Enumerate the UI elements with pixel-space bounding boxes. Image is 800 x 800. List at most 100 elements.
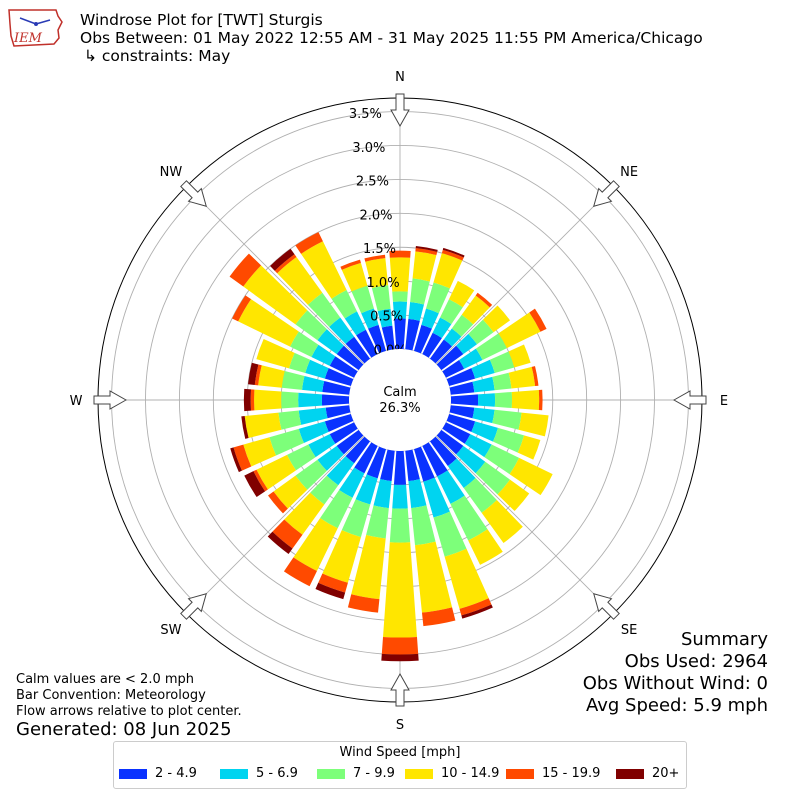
bar-segment-280-1	[302, 376, 325, 392]
bar-segment-20-3	[433, 253, 463, 289]
bar-segment-250-4	[233, 444, 252, 471]
bar-segment-260-1	[298, 407, 328, 425]
bar-segment-210-4	[283, 557, 317, 587]
radial-tick-label: 0.5%	[370, 310, 403, 325]
bar-segment-350-0	[381, 325, 395, 351]
bar-segment-250-0	[324, 413, 354, 432]
logo-text: IEM	[13, 31, 43, 46]
bar-segment-320-5	[270, 248, 295, 271]
bar-segment-60-0	[442, 359, 465, 378]
bar-segment-220-2	[310, 475, 339, 505]
bar-segment-30-1	[432, 317, 452, 339]
bar-segment-290-1	[305, 359, 329, 379]
legend-swatch	[119, 768, 147, 779]
bar-segment-340-2	[351, 285, 374, 314]
bar-segment-10-1	[408, 302, 424, 321]
bar-segment-300-4	[232, 295, 252, 322]
bar-segment-320-2	[307, 292, 341, 327]
legend-swatch	[317, 768, 345, 779]
bar-segment-70-3	[508, 344, 531, 368]
bar-segment-270-3	[254, 389, 282, 411]
bar-segment-320-1	[329, 317, 355, 344]
bar-segment-300-0	[329, 356, 358, 378]
bar-segment-190-0	[380, 449, 395, 482]
bar-segment-10-0	[405, 318, 420, 351]
bar-segment-170-2	[411, 505, 436, 546]
bar-convention-note: Bar Convention: Meteorology	[16, 688, 206, 703]
bar-segment-50-1	[456, 333, 478, 355]
summary-title: Summary	[681, 629, 768, 650]
bar-segment-190-4	[347, 594, 380, 613]
grid-spoke	[435, 435, 614, 614]
bar-segment-340-1	[361, 308, 379, 329]
bar-segment-290-3	[256, 339, 295, 369]
bar-segment-130-0	[436, 429, 464, 455]
bar-segment-200-4	[318, 573, 348, 593]
bar-segment-320-4	[274, 254, 297, 274]
radial-tick-labels: 0.0%0.5%1.0%1.5%2.0%2.5%3.0%3.5%	[349, 107, 407, 358]
bar-segment-330-2	[331, 290, 357, 319]
direction-label-e: E	[720, 394, 728, 409]
bar-segment-330-1	[344, 311, 366, 336]
bar-segment-20-1	[421, 308, 439, 329]
iowa-map-icon: IEM	[8, 9, 63, 47]
bar-segment-140-3	[481, 499, 523, 543]
bar-segment-200-3	[322, 530, 361, 583]
bar-segment-160-2	[433, 511, 467, 557]
bar-segment-90-1	[477, 393, 496, 407]
iem-logo: IEM	[6, 6, 64, 52]
bar-segment-110-3	[517, 435, 541, 460]
bar-segment-30-2	[440, 299, 463, 325]
bar-segment-20-4	[441, 249, 464, 261]
bar-segment-310-2	[295, 310, 327, 341]
bar-segment-180-1	[392, 484, 408, 509]
bar-segment-30-3	[448, 280, 475, 308]
bar-segment-110-1	[471, 421, 498, 442]
legend-item-7-9.9: 7 - 9.9	[317, 766, 395, 784]
bar-segment-160-5	[461, 604, 493, 619]
bar-segment-320-3	[277, 257, 323, 305]
bar-segment-200-5	[315, 582, 346, 600]
legend-item-2-4.9: 2 - 4.9	[119, 766, 197, 784]
bar-segment-40-2	[451, 314, 474, 337]
bar-segment-310-1	[317, 329, 344, 355]
bar-segment-240-5	[244, 471, 266, 498]
windrose-bars	[229, 232, 553, 662]
bar-segment-90-2	[494, 391, 513, 409]
bar-segment-50-2	[468, 319, 494, 345]
bar-segment-110-0	[446, 413, 476, 432]
bar-segment-180-3	[383, 542, 417, 638]
bar-segment-60-3	[498, 312, 541, 349]
bar-segment-240-3	[256, 454, 296, 490]
bar-segment-70-2	[489, 351, 515, 374]
bar-segment-10-5	[415, 246, 438, 252]
legend-item-20-plus: 20+	[616, 766, 679, 784]
bar-segment-270-5	[243, 388, 252, 412]
radial-tick-label: 1.5%	[363, 242, 396, 257]
bar-segment-210-3	[293, 518, 338, 571]
bar-segment-280-3	[258, 365, 285, 388]
bar-segment-340-4	[340, 259, 361, 270]
radial-tick-label: 3.5%	[349, 107, 382, 122]
bar-segment-350-2	[371, 285, 391, 312]
bar-segment-350-3	[365, 258, 389, 289]
legend-label: 15 - 19.9	[542, 766, 601, 781]
bar-segment-220-5	[267, 531, 293, 554]
bar-segment-50-3	[482, 305, 511, 333]
bar-segment-310-0	[336, 345, 364, 371]
direction-label-nw: NW	[160, 165, 183, 180]
direction-label-ne: NE	[620, 165, 638, 180]
bar-segment-130-2	[475, 461, 511, 495]
bar-segment-260-3	[244, 412, 282, 439]
bar-segment-70-1	[471, 359, 495, 379]
bar-segment-0-0	[394, 318, 406, 350]
bar-segment-200-1	[355, 474, 378, 505]
legend-item-5-6.9: 5 - 6.9	[220, 766, 298, 784]
radial-tick-label: 2.0%	[359, 208, 392, 223]
bar-segment-240-4	[253, 469, 268, 492]
chart-title: Windrose Plot for [TWT] Sturgis	[80, 11, 323, 29]
bar-segment-220-3	[284, 492, 325, 535]
calm-percent: 26.3%	[379, 401, 420, 416]
bar-segment-80-1	[472, 376, 495, 393]
bar-segment-170-0	[405, 449, 420, 482]
